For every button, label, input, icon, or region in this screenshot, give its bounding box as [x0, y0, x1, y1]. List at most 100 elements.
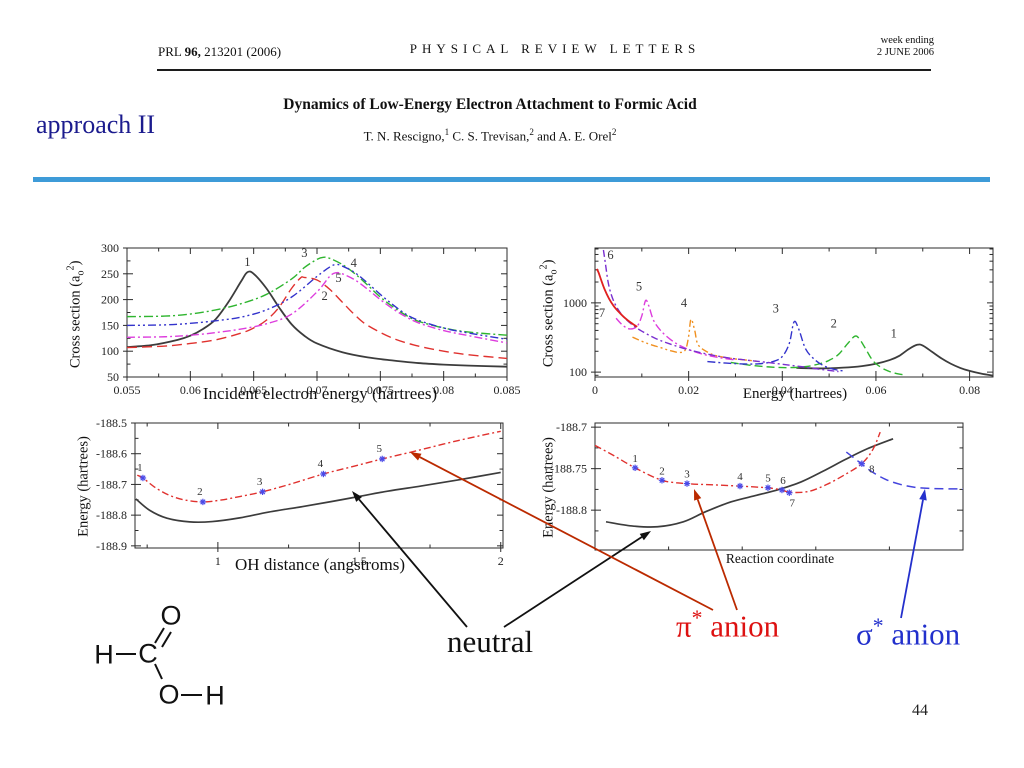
x-tick-label: 0.06 [865, 383, 886, 397]
paper-title: Dynamics of Low-Energy Electron Attachme… [283, 96, 697, 113]
formic-acid-structure: H C O O H [85, 598, 235, 713]
x-tick-label: 0.08 [959, 383, 980, 397]
marker-number: 3 [257, 476, 263, 488]
curve-number-label: 4 [351, 256, 358, 270]
header-rule [157, 69, 931, 71]
y-tick-label: -188.8 [96, 508, 127, 522]
axes: 1 1.5 2-188.9-188.8-188.7-188.6-188.5 [96, 416, 504, 568]
molecule-bonds [116, 627, 202, 696]
series-sigma-anion [845, 451, 963, 490]
c1-y-axis-title: Cross section (ao2) [65, 260, 87, 369]
marker-number: 5 [376, 443, 382, 455]
series-4 [127, 263, 507, 341]
curve-number-label: 4 [681, 296, 688, 310]
data-marker-7: 7 [786, 489, 796, 510]
series-1 [127, 270, 507, 368]
journal-ref-prefix: PRL [158, 44, 185, 59]
data-marker-5: 5 [376, 443, 386, 463]
paper-authors: T. N. Rescigno,1 C. S. Trevisan,2 and A.… [363, 127, 617, 144]
data-marker-2: 2 [658, 465, 666, 484]
marker-number: 5 [765, 473, 771, 485]
data-marker-3: 3 [257, 476, 266, 495]
series-pi-anion [136, 430, 501, 503]
series-3 [127, 256, 507, 336]
c2-x-axis-title: Energy (hartrees) [742, 386, 848, 402]
data-marker-4: 4 [736, 471, 743, 490]
plot-frame [126, 247, 508, 378]
y-tick-label: -188.5 [96, 416, 127, 430]
atom-c: C [138, 638, 158, 669]
week-ending: week ending 2 JUNE 2006 [858, 35, 934, 58]
x-tick-label: 0.08 [433, 383, 454, 397]
blue-divider-rule [33, 177, 990, 182]
curve-number-label: 6 [607, 248, 613, 262]
y-tick-label: 150 [101, 318, 119, 332]
series-2 [730, 335, 905, 376]
chart-cross-section-vs-energy-log: 0 0.02 0.04 0.06 0.08 100 1000 1 2 3 4 5 6 7 [563, 247, 994, 397]
data-marker-1: 1 [137, 462, 147, 482]
series-neutral [605, 437, 894, 528]
y-tick-label: 50 [107, 370, 119, 384]
x-tick-label: 0.065 [240, 383, 267, 397]
curve-number-label: 1 [244, 255, 250, 269]
c2-y-axis-title: Cross section (ao2) [538, 259, 560, 368]
data-marker-6: 6 [778, 475, 786, 494]
curve-number-label: 3 [301, 246, 307, 260]
journal-reference: PRL 96, 213201 (2006) [158, 44, 281, 60]
x-tick-label: 0.07 [307, 383, 328, 397]
marker-number: 4 [737, 471, 743, 483]
chart-cross-section-vs-incident-energy: 0.055 0.06 0.065 0.07 0.075 0.08 0.085 50 100 150… [101, 241, 520, 397]
data-marker-5: 5 [764, 473, 771, 491]
series-5 [127, 271, 507, 344]
axes: 0.055 0.06 0.065 0.07 0.075 0.08 0.085 50 100 150… [101, 241, 520, 397]
y-tick-label: -188.6 [96, 447, 127, 461]
y-tick-label: 1000 [563, 296, 587, 310]
curve-number-label: 5 [636, 280, 642, 294]
bond-c-o-single [154, 663, 163, 680]
plot-frame [134, 422, 504, 549]
week-ending-line2: 2 JUNE 2006 [876, 46, 934, 58]
approach-label: approach II [36, 110, 156, 139]
slide-page-number: 44 [912, 702, 928, 719]
series-neutral [135, 471, 501, 524]
series-7 [596, 268, 638, 328]
y-tick-label: 200 [101, 293, 119, 307]
x-tick-label: 0.055 [114, 383, 141, 397]
curve-number-label: 2 [831, 317, 837, 331]
x-tick-label: 1 [215, 554, 221, 568]
marker-number: 6 [780, 475, 786, 487]
atom-o-bottom: O [158, 679, 180, 710]
neutral-label: neutral [447, 624, 534, 659]
y-tick-label: -188.7 [556, 420, 587, 434]
marker-number: 4 [318, 458, 324, 470]
data-marker-2: 2 [197, 486, 207, 506]
y-tick-label: 100 [569, 365, 587, 379]
plot-frame [594, 247, 994, 378]
x-tick-label: 0.085 [494, 383, 521, 397]
marker-number: 3 [684, 469, 690, 481]
y-tick-label: 100 [101, 344, 119, 358]
y-tick-label: -188.7 [96, 477, 127, 491]
journal-name: PHYSICAL REVIEW LETTERS [409, 41, 701, 56]
curve-number-label: 1 [891, 327, 897, 341]
data-marker-1: 1 [631, 453, 639, 472]
x-tick-label: 0.04 [772, 383, 793, 397]
pi-anion-label: π* anion [676, 606, 780, 644]
series-4 [632, 318, 759, 363]
atom-h-left: H [94, 639, 114, 670]
series-3 [707, 320, 844, 372]
marker-number: 8 [869, 464, 875, 476]
curve-number-label: 7 [599, 306, 605, 320]
y-tick-label: 300 [101, 241, 119, 255]
marker-number: 2 [659, 465, 665, 477]
curve-number-label: 3 [773, 301, 779, 315]
c4-y-axis-title: Energy (hartrees) [540, 437, 557, 538]
x-tick-label: 0.06 [180, 383, 201, 397]
bond-c-o-double-1 [154, 627, 165, 644]
data-marker-3: 3 [683, 469, 690, 487]
c1-x-axis-title: Incident electron energy (hartrees) [202, 384, 438, 403]
c4-x-axis-title: Reaction coordinate [725, 551, 835, 566]
marker-number: 2 [197, 486, 203, 498]
